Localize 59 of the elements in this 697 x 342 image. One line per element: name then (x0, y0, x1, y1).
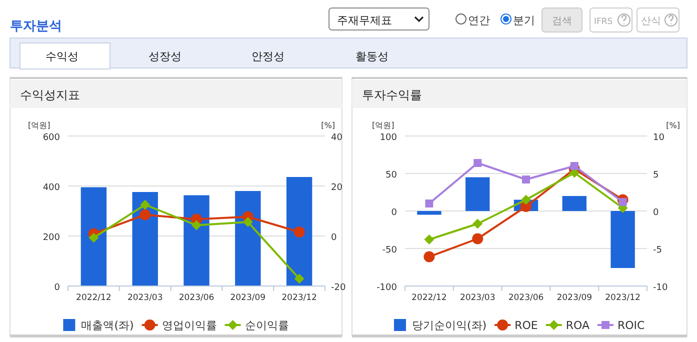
point (472, 233, 484, 244)
x-tick-label: 2023/12 (282, 293, 317, 303)
point (140, 200, 150, 210)
chart-title: 수익성지표 (20, 88, 80, 102)
point (294, 274, 304, 284)
x-tick-label: 2023/03 (127, 293, 163, 303)
x-tick-label: 2023/03 (460, 293, 496, 303)
y-axis-title: [억원] (372, 121, 394, 130)
point (521, 194, 531, 205)
y2-tick-label: 10 (653, 133, 665, 143)
x-tick-label: 2023/09 (230, 293, 266, 303)
y-tick-label: 50 (386, 170, 398, 180)
point (425, 200, 434, 208)
legend-label: 영업이익률 (162, 319, 217, 332)
y-tick-label: 200 (42, 233, 60, 243)
legend-label: ROE (514, 319, 538, 332)
x-tick-label: 2022/12 (412, 293, 447, 303)
y2-axis-title: [%] (321, 121, 335, 130)
legend-label: ROA (566, 319, 590, 332)
y2-tick-label: 20 (331, 183, 343, 193)
point (522, 176, 530, 184)
point (474, 159, 482, 167)
legend-label: 순이익률 (244, 319, 289, 332)
y2-tick-label: 0 (331, 233, 337, 243)
y-tick-label: 600 (42, 133, 60, 143)
point (424, 251, 435, 262)
y-tick-label: -100 (376, 283, 398, 293)
y-tick-label: 100 (380, 133, 398, 143)
point (88, 232, 99, 243)
chart-title: 투자수익률 (362, 88, 422, 102)
point (618, 198, 627, 206)
header: 투자분석 주재무제표 연간 분기 검색 IFRS 산식 수익성 성장성 안정성 활동성 (10, 8, 688, 70)
y2-tick-label: 5 (653, 170, 659, 180)
x-tick-label: 2023/09 (556, 293, 592, 303)
y-tick-label: 400 (42, 183, 60, 193)
point (570, 162, 578, 170)
point (242, 217, 253, 227)
x-tick-label: 2023/12 (605, 293, 640, 303)
x-tick-label: 2023/06 (508, 293, 544, 303)
legend-label: ROIC (617, 319, 646, 332)
y2-tick-label: -5 (653, 246, 662, 256)
y2-axis-title: [%] (666, 121, 680, 130)
point (192, 220, 202, 230)
y2-tick-label: 40 (331, 133, 343, 143)
legend-label: 매출액(좌) (81, 319, 134, 332)
y-axis-title: [억원] (28, 121, 50, 130)
y2-tick-label: -10 (653, 283, 668, 293)
point (472, 218, 483, 229)
y-tick-label: -50 (382, 246, 398, 256)
y2-tick-label: -20 (331, 283, 346, 293)
x-tick-label: 2023/06 (178, 293, 214, 303)
y-tick-label: 0 (54, 283, 60, 293)
y-tick-label: 0 (391, 208, 398, 218)
legend-label: 당기순이익(좌) (412, 319, 487, 332)
x-tick-label: 2022/12 (76, 293, 112, 303)
point (140, 209, 151, 220)
point (294, 226, 305, 238)
y2-tick-label: 0 (653, 208, 659, 218)
point (424, 234, 434, 244)
